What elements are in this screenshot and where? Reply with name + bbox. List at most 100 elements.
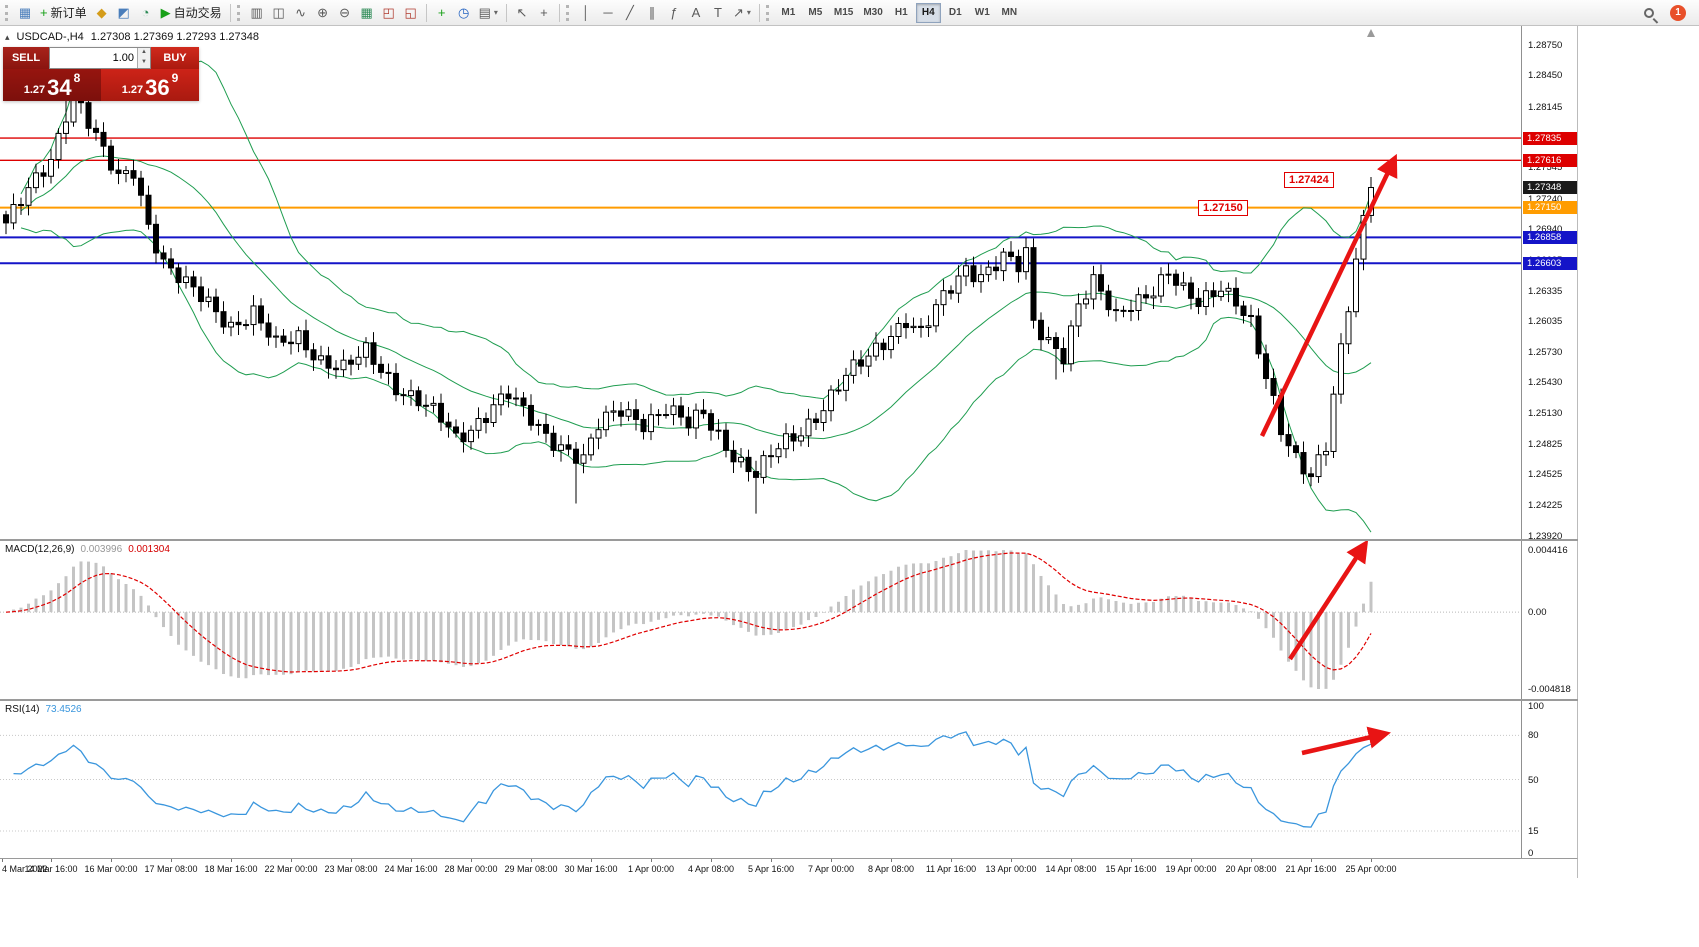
timeframe-d1[interactable]: D1 bbox=[948, 7, 962, 18]
price-tick: 1.25430 bbox=[1528, 377, 1563, 389]
time-label: 25 Apr 00:00 bbox=[1345, 864, 1397, 874]
time-label: 13 Apr 00:00 bbox=[985, 864, 1037, 874]
candlestick-chart-icon[interactable]: ◫ bbox=[268, 2, 290, 24]
panel-splitter[interactable] bbox=[0, 699, 1578, 701]
rsi-chart[interactable] bbox=[0, 701, 1522, 858]
time-tick bbox=[591, 859, 592, 862]
macd-histogram[interactable] bbox=[6, 550, 1373, 689]
trend-arrow[interactable] bbox=[1301, 726, 1391, 756]
trend-arrow[interactable] bbox=[1288, 541, 1369, 661]
new-chart-icon[interactable]: ▦ bbox=[14, 2, 36, 24]
horizontal-line-icon[interactable]: ─ bbox=[597, 2, 619, 24]
arrange-windows-icon[interactable]: ◱ bbox=[400, 2, 422, 24]
time-axis[interactable]: 4 Mar 2022 14 Mar 16:00 16 Mar 00:00 17 Mar… bbox=[0, 858, 1578, 878]
timeframe-m15[interactable]: M15 bbox=[833, 7, 854, 18]
rsi-scale[interactable]: 100 80 50 15 0 bbox=[1521, 701, 1577, 859]
vertical-line-icon: │ bbox=[581, 5, 590, 20]
rsi-scale-value: 0 bbox=[1528, 848, 1534, 859]
indicators-icon[interactable]: + bbox=[431, 2, 453, 24]
timeframe-mn[interactable]: MN bbox=[1001, 7, 1018, 18]
buy-price-point: 9 bbox=[171, 71, 179, 85]
new-order-button[interactable]: + 新订单 bbox=[36, 2, 91, 24]
toolbar-separator bbox=[505, 3, 507, 22]
price-annotation-line[interactable]: 1.27150 bbox=[1198, 199, 1248, 216]
label-icon[interactable]: T bbox=[707, 2, 729, 24]
line-chart-icon: ∿ bbox=[295, 5, 307, 20]
price-annotation-high[interactable]: 1.27424 bbox=[1284, 171, 1334, 188]
panel-splitter[interactable] bbox=[0, 539, 1578, 541]
cursor-icon[interactable]: ↖ bbox=[511, 2, 533, 24]
new-order-button-label: 新订单 bbox=[50, 6, 87, 20]
bar-chart-icon[interactable]: ▥ bbox=[246, 2, 268, 24]
data-window-icon[interactable]: ◩ bbox=[113, 2, 135, 24]
trendline-icon[interactable]: ╱ bbox=[619, 2, 641, 24]
buy-price[interactable]: 1.27 36 9 bbox=[101, 69, 199, 101]
timeframe-h4[interactable]: H4 bbox=[915, 2, 941, 23]
periods-icon: ◷ bbox=[457, 5, 470, 20]
time-label: 16 Mar 00:00 bbox=[84, 864, 138, 874]
line-chart-icon[interactable]: ∿ bbox=[290, 2, 312, 24]
bollinger-bands[interactable] bbox=[20, 60, 1372, 533]
arrows-tool-icon[interactable]: ↗ ▾ bbox=[729, 2, 755, 24]
tile-windows-icon[interactable]: ▦ bbox=[356, 2, 378, 24]
search-icon[interactable] bbox=[1638, 2, 1660, 24]
price-scale[interactable]: 1.28750 1.28450 1.28145 1.27545 1.27240 1.269… bbox=[1521, 26, 1577, 542]
candlesticks[interactable] bbox=[3, 79, 1374, 514]
crosshair-icon[interactable]: + bbox=[533, 2, 555, 24]
macd-scale[interactable]: 0.004416 0.00 -0.004818 bbox=[1521, 541, 1577, 699]
timeframe-m30[interactable]: M30 bbox=[863, 7, 883, 18]
trend-arrow[interactable] bbox=[1259, 153, 1398, 437]
rsi-line[interactable] bbox=[13, 731, 1372, 828]
toolbar-grip[interactable] bbox=[5, 4, 9, 21]
templates-icon: ▤ bbox=[478, 5, 491, 20]
cascade-windows-icon[interactable]: ◰ bbox=[378, 2, 400, 24]
zoom-out-icon[interactable]: ⊖ bbox=[334, 2, 356, 24]
dropdown-caret-icon: ▾ bbox=[493, 8, 498, 17]
sell-price[interactable]: 1.27 34 8 bbox=[3, 69, 101, 101]
fibonacci-icon[interactable]: ƒ bbox=[663, 2, 685, 24]
zoom-in-icon[interactable]: ⊕ bbox=[312, 2, 334, 24]
toolbar-grip[interactable] bbox=[565, 4, 570, 21]
strategy-tester-icon[interactable]: ◔ bbox=[135, 2, 157, 24]
price-tick: 1.27545 bbox=[1528, 162, 1563, 174]
time-label: 4 Apr 08:00 bbox=[687, 864, 735, 874]
autotrading-button[interactable]: ▶ 自动交易 bbox=[157, 2, 226, 24]
channel-icon[interactable]: ∥ bbox=[641, 2, 663, 24]
timeframe-w1[interactable]: W1 bbox=[974, 7, 990, 18]
buy-button[interactable]: BUY bbox=[151, 47, 199, 69]
periods-icon[interactable]: ◷ bbox=[453, 2, 475, 24]
time-tick bbox=[411, 859, 412, 862]
price-chart[interactable] bbox=[0, 26, 1522, 539]
timeframe-m1[interactable]: M1 bbox=[781, 7, 796, 18]
macd-scale-value: 0.00 bbox=[1528, 607, 1547, 619]
macd-label: MACD(12,26,9) 0.003996 0.001304 bbox=[5, 544, 170, 555]
horizontal-lines[interactable] bbox=[0, 137, 1522, 265]
price-tick: 1.27240 bbox=[1528, 193, 1563, 205]
market-watch-icon[interactable]: ◆ bbox=[91, 2, 113, 24]
time-tick bbox=[891, 859, 892, 862]
price-badge: 1.27348 bbox=[1523, 181, 1577, 195]
sell-price-point: 8 bbox=[73, 71, 81, 85]
timeframe-m5[interactable]: M5 bbox=[808, 7, 823, 18]
volume-up-button[interactable]: ▲ bbox=[138, 48, 150, 58]
timeframe-h1[interactable]: H1 bbox=[894, 7, 908, 18]
rsi-scale-value: 80 bbox=[1528, 730, 1539, 742]
notification-badge[interactable]: 1 bbox=[1670, 4, 1686, 21]
macd-chart[interactable] bbox=[0, 541, 1522, 699]
rsi-value: 73.4526 bbox=[45, 704, 82, 715]
one-click-toggle-icon[interactable]: ▴ bbox=[5, 31, 10, 42]
volume-input[interactable] bbox=[50, 48, 137, 68]
text-icon[interactable]: A bbox=[685, 2, 707, 24]
sell-button[interactable]: SELL bbox=[3, 47, 49, 69]
rsi-panel: 100 80 50 15 0 RSI(14) 73.4526 bbox=[0, 701, 1578, 859]
vertical-line-icon[interactable]: │ bbox=[575, 2, 597, 24]
price-tick: 1.24825 bbox=[1528, 439, 1563, 450]
templates-icon[interactable]: ▤ ▾ bbox=[475, 2, 502, 24]
macd-panel: 0.004416 0.00 -0.004818 MACD(12,26,9) 0.00… bbox=[0, 541, 1578, 699]
macd-signal-line[interactable] bbox=[5, 552, 1372, 673]
chart-title: ▴ USDCAD-,H4 1.27308 1.27369 1.27293 1.2… bbox=[5, 31, 259, 43]
toolbar-grip[interactable] bbox=[765, 4, 770, 21]
volume-down-button[interactable]: ▼ bbox=[138, 58, 150, 68]
toolbar-grip[interactable] bbox=[236, 4, 241, 21]
indicators-icon: + bbox=[437, 5, 446, 20]
